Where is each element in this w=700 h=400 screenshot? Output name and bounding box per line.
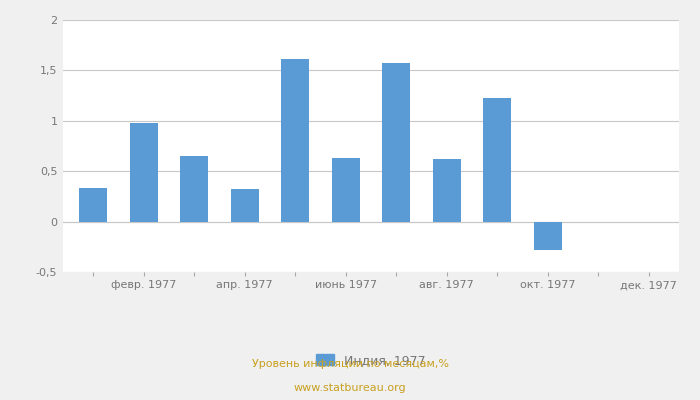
Bar xyxy=(231,189,259,222)
Bar xyxy=(281,59,309,222)
Bar xyxy=(332,158,360,222)
Bar xyxy=(534,222,561,250)
Bar xyxy=(181,156,208,222)
Bar xyxy=(130,123,158,222)
Bar xyxy=(382,63,410,222)
Text: www.statbureau.org: www.statbureau.org xyxy=(294,383,406,393)
Bar xyxy=(483,98,511,222)
Legend: Индия, 1977: Индия, 1977 xyxy=(312,349,430,372)
Bar xyxy=(433,159,461,222)
Bar xyxy=(79,188,107,222)
Text: Уровень инфляции по месяцам,%: Уровень инфляции по месяцам,% xyxy=(251,359,449,369)
